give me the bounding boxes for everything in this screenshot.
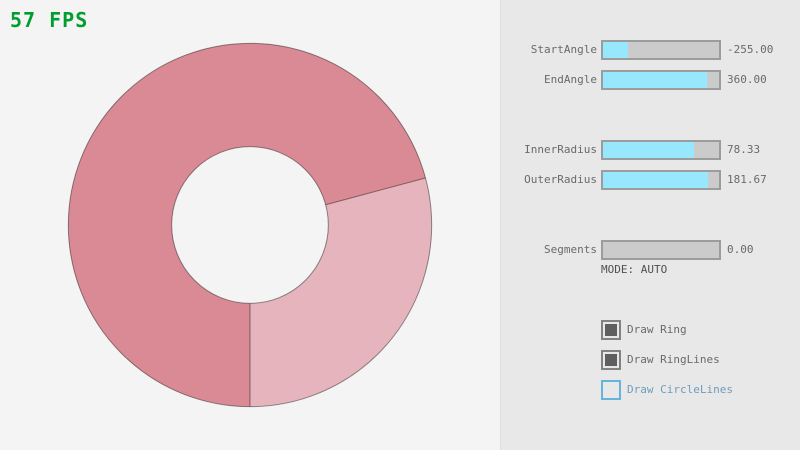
ring-overlap-region xyxy=(68,43,426,407)
endangle-slider-row: EndAngle 360.00 xyxy=(501,70,800,90)
startangle-slider-row: StartAngle -255.00 xyxy=(501,40,800,60)
outerradius-slider-row: OuterRadius 181.67 xyxy=(501,170,800,190)
settings-panel: StartAngle -255.00 EndAngle 360.00 InnerRadi… xyxy=(500,0,800,450)
checkbox-draw-ringlines[interactable] xyxy=(601,350,621,370)
checkbox-label-draw-circlelines: Draw CircleLines xyxy=(627,383,733,396)
checkbox-label-draw-ring: Draw Ring xyxy=(627,323,687,336)
checkbox-check-mark xyxy=(605,354,617,366)
mode-label: MODE: AUTO xyxy=(601,263,668,276)
ring-hole xyxy=(171,146,329,304)
checkbox-draw-ring[interactable] xyxy=(601,320,621,340)
innerradius-slider-row: InnerRadius 78.33 xyxy=(501,140,800,160)
innerradius-slider-value: 78.33 xyxy=(727,143,761,156)
endangle-slider-label: EndAngle xyxy=(544,73,597,86)
innerradius-slider[interactable] xyxy=(601,140,721,160)
endangle-slider-fill xyxy=(603,72,708,88)
checkbox-label-draw-ringlines: Draw RingLines xyxy=(627,353,720,366)
outerradius-slider[interactable] xyxy=(601,170,721,190)
innerradius-slider-fill xyxy=(603,142,694,158)
checkbox-row-draw-ringlines: Draw RingLines xyxy=(601,350,800,370)
checkbox-row-draw-circlelines: Draw CircleLines xyxy=(601,380,800,400)
outerradius-slider-label: OuterRadius xyxy=(524,173,597,186)
startangle-slider-fill xyxy=(603,42,629,58)
fps-counter: 57 FPS xyxy=(10,8,89,32)
startangle-slider-value: -255.00 xyxy=(727,43,774,56)
checkbox-check-mark xyxy=(605,324,617,336)
checkbox-draw-circlelines[interactable] xyxy=(601,380,621,400)
endangle-slider-value: 360.00 xyxy=(727,73,767,86)
segments-slider-label: Segments xyxy=(544,243,597,256)
ring-start-angle-line xyxy=(325,177,426,206)
innerradius-slider-label: InnerRadius xyxy=(524,143,597,156)
startangle-slider[interactable] xyxy=(601,40,721,60)
segments-slider-value: 0.00 xyxy=(727,243,754,256)
startangle-slider-label: StartAngle xyxy=(530,43,597,56)
ring-outer-outline xyxy=(67,42,433,408)
ring-inner-outline xyxy=(171,146,329,304)
segments-slider[interactable] xyxy=(601,240,721,260)
segments-slider-row: Segments 0.00 xyxy=(501,240,800,260)
outerradius-slider-fill xyxy=(603,172,709,188)
endangle-slider[interactable] xyxy=(601,70,721,90)
checkbox-row-draw-ring: Draw Ring xyxy=(601,320,800,340)
outerradius-slider-value: 181.67 xyxy=(727,173,767,186)
